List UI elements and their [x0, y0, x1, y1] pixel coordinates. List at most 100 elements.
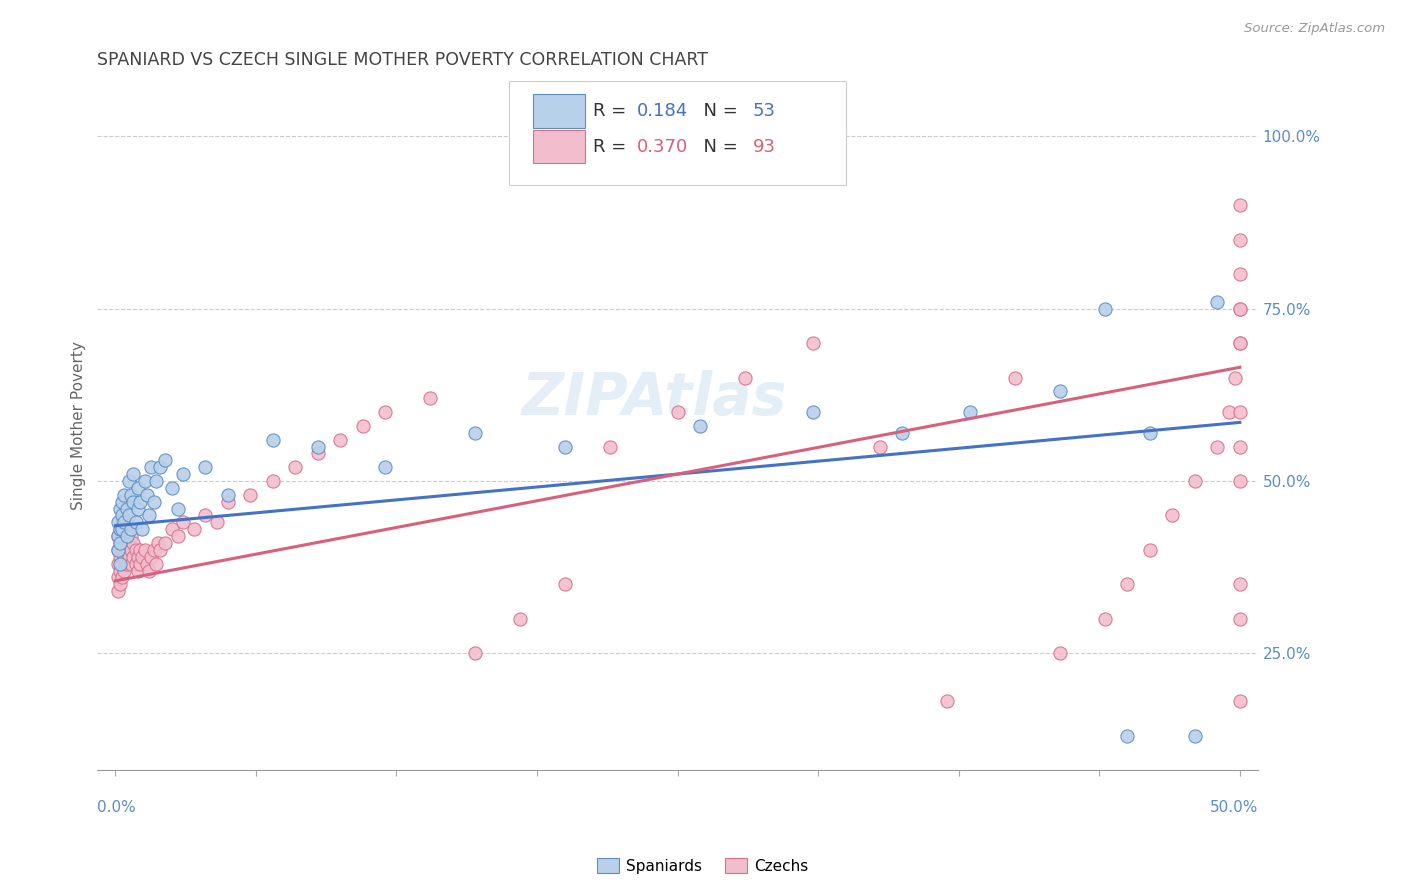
Point	[1184, 474, 1206, 488]
Point	[160, 481, 183, 495]
Point	[1229, 440, 1251, 454]
Point	[112, 549, 135, 564]
Point	[307, 440, 329, 454]
Point	[108, 536, 131, 550]
Point	[111, 516, 134, 530]
Point	[1229, 577, 1251, 591]
Point	[108, 522, 131, 536]
Point	[122, 536, 145, 550]
Text: 50.0%: 50.0%	[1209, 800, 1258, 814]
Point	[464, 425, 486, 440]
Point	[111, 557, 134, 571]
Point	[1229, 267, 1251, 281]
Point	[183, 522, 205, 536]
Point	[142, 494, 165, 508]
Point	[167, 501, 190, 516]
Point	[118, 549, 141, 564]
Point	[118, 508, 141, 523]
Point	[108, 501, 131, 516]
Point	[108, 564, 131, 578]
Point	[1139, 425, 1161, 440]
Point	[1049, 646, 1071, 660]
Point	[284, 460, 307, 475]
Text: 0.184: 0.184	[637, 102, 688, 120]
Point	[734, 370, 756, 384]
Point	[217, 488, 239, 502]
Point	[959, 405, 981, 419]
Point	[1229, 336, 1251, 351]
Point	[141, 549, 163, 564]
Point	[554, 440, 576, 454]
Point	[689, 418, 711, 433]
Point	[145, 557, 167, 571]
Point	[146, 536, 169, 550]
Point	[141, 460, 163, 475]
Point	[464, 646, 486, 660]
Point	[1229, 694, 1251, 708]
Point	[120, 557, 142, 571]
Point	[1229, 198, 1251, 212]
Point	[1229, 612, 1251, 626]
Point	[217, 494, 239, 508]
Point	[120, 529, 142, 543]
Text: R =: R =	[593, 137, 631, 156]
Point	[107, 542, 129, 557]
Text: N =: N =	[692, 137, 742, 156]
Point	[194, 460, 217, 475]
Point	[118, 536, 141, 550]
Point	[1206, 294, 1229, 309]
Point	[1229, 301, 1251, 316]
Point	[1229, 233, 1251, 247]
Point	[1206, 440, 1229, 454]
Point	[172, 467, 194, 481]
Point	[352, 418, 374, 433]
Point	[111, 494, 134, 508]
Point	[107, 529, 129, 543]
Point	[1229, 405, 1251, 419]
Point	[120, 542, 142, 557]
Point	[167, 529, 190, 543]
Point	[666, 405, 689, 419]
Point	[936, 694, 959, 708]
Point	[239, 488, 262, 502]
Point	[127, 549, 149, 564]
Point	[115, 501, 138, 516]
Point	[134, 542, 156, 557]
Point	[307, 446, 329, 460]
Point	[194, 508, 217, 523]
Point	[107, 542, 129, 557]
Point	[118, 474, 141, 488]
Point	[509, 612, 531, 626]
Point	[127, 481, 149, 495]
Point	[131, 522, 153, 536]
Point	[1004, 370, 1026, 384]
Text: SPANIARD VS CZECH SINGLE MOTHER POVERTY CORRELATION CHART: SPANIARD VS CZECH SINGLE MOTHER POVERTY …	[97, 51, 709, 69]
Point	[120, 522, 142, 536]
Point	[891, 425, 914, 440]
Point	[115, 529, 138, 543]
Point	[107, 529, 129, 543]
Point	[145, 474, 167, 488]
Point	[1229, 474, 1251, 488]
Point	[112, 488, 135, 502]
Text: 53: 53	[754, 102, 776, 120]
Point	[127, 501, 149, 516]
Point	[111, 529, 134, 543]
Point	[108, 549, 131, 564]
Point	[138, 508, 160, 523]
Point	[138, 564, 160, 578]
Point	[129, 557, 152, 571]
Point	[1229, 336, 1251, 351]
Point	[153, 453, 176, 467]
Point	[131, 549, 153, 564]
Point	[129, 494, 152, 508]
Point	[112, 516, 135, 530]
Point	[112, 536, 135, 550]
Point	[108, 577, 131, 591]
Point	[262, 474, 284, 488]
Point	[374, 405, 396, 419]
Point	[111, 508, 134, 523]
Text: ZIPAtlas: ZIPAtlas	[522, 370, 787, 426]
FancyBboxPatch shape	[509, 81, 846, 185]
Point	[374, 460, 396, 475]
